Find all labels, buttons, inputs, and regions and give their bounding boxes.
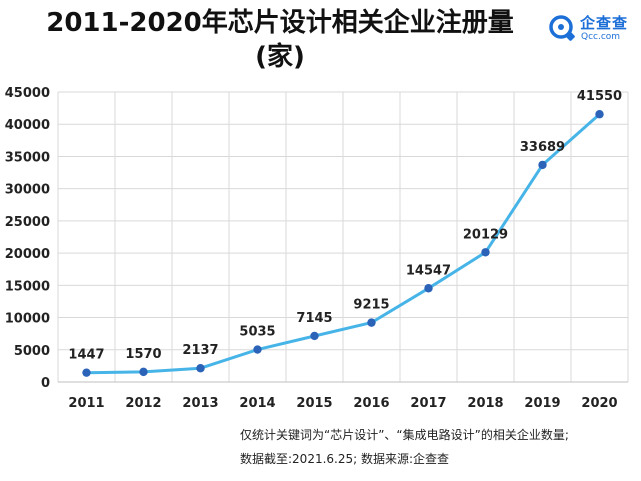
- y-tick-label: 25000: [5, 215, 50, 230]
- x-tick-label: 2013: [182, 396, 218, 411]
- logo-url: Qcc.com: [581, 32, 621, 42]
- data-point: [424, 284, 433, 293]
- y-tick-label: 45000: [5, 86, 50, 101]
- x-tick-label: 2017: [410, 396, 446, 411]
- chart-grid: [57, 91, 629, 383]
- y-tick-label: 35000: [5, 150, 50, 165]
- footnote-source: 数据截至:2021.6.25; 数据来源:企查查: [240, 452, 450, 466]
- x-tick-label: 2016: [353, 396, 389, 411]
- footnote-scope: 仅统计关键词为“芯片设计”、“集成电路设计”的相关企业数量;: [240, 428, 569, 442]
- data-point: [82, 368, 91, 377]
- y-tick-label: 0: [41, 376, 50, 391]
- x-tick-label: 2014: [239, 396, 275, 411]
- data-point: [538, 160, 547, 170]
- data-label: 20129: [463, 227, 508, 242]
- data-label: 9215: [353, 298, 389, 313]
- data-label: 33689: [520, 140, 565, 155]
- data-point: [481, 248, 490, 257]
- x-tick-label: 2018: [467, 396, 503, 411]
- x-tick-label: 2019: [524, 396, 560, 411]
- data-label: 2137: [182, 343, 218, 358]
- chart-data-labels: 1447 1570 2137 5035 7145 9215 14547 20129 33689 4…: [68, 89, 622, 362]
- y-tick-label: 30000: [5, 183, 50, 198]
- y-tick-label: 15000: [5, 279, 50, 294]
- data-label: 5035: [239, 325, 275, 340]
- chart-axes: 0 5000 10000 15000 20000 25000 30000 35000 40000…: [5, 86, 628, 411]
- logo-name: 企查查: [580, 14, 629, 32]
- chart-title: 2011-2020年芯片设计相关企业注册量 (家): [0, 6, 560, 74]
- y-tick-label: 5000: [14, 344, 50, 359]
- data-point: [595, 110, 604, 119]
- data-label: 7145: [296, 311, 332, 326]
- qcc-logo-icon: [549, 15, 575, 41]
- chart-series: [82, 110, 604, 377]
- brand-logo: 企查查 Qcc.com: [548, 12, 640, 48]
- data-point: [367, 318, 376, 327]
- data-label: 1570: [125, 347, 161, 362]
- y-tick-label: 40000: [5, 118, 50, 133]
- chart-title-line1: 2011-2020年芯片设计相关企业注册量: [46, 8, 514, 38]
- data-point: [196, 364, 205, 373]
- data-point: [139, 367, 148, 377]
- data-point: [253, 345, 262, 354]
- x-tick-label: 2011: [68, 396, 104, 411]
- x-tick-label: 2015: [296, 396, 332, 411]
- x-tick-label: 2012: [125, 396, 161, 411]
- y-tick-label: 10000: [5, 312, 50, 327]
- chart-title-line2: (家): [255, 42, 305, 72]
- chart-footnotes: 仅统计关键词为“芯片设计”、“集成电路设计”的相关企业数量; 数据截至:2021…: [240, 423, 569, 471]
- y-tick-label: 20000: [5, 247, 50, 262]
- series-line: [86, 113, 601, 375]
- data-label: 41550: [577, 89, 622, 104]
- data-label: 1447: [68, 348, 104, 363]
- data-label: 14547: [406, 263, 451, 278]
- data-point: [310, 331, 319, 341]
- x-tick-label: 2020: [581, 396, 617, 411]
